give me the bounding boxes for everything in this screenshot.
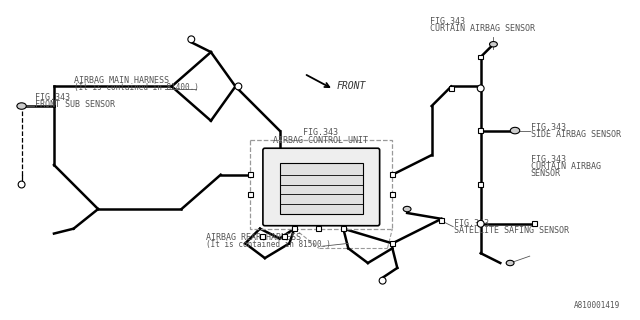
- Bar: [248, 192, 253, 197]
- Bar: [439, 218, 444, 223]
- Bar: [341, 226, 346, 231]
- Bar: [248, 172, 253, 177]
- Bar: [280, 163, 363, 214]
- Text: SATELLITE SAFING SENSOR: SATELLITE SAFING SENSOR: [454, 226, 569, 235]
- Circle shape: [18, 181, 25, 188]
- Bar: [532, 221, 537, 226]
- Text: AIRBAG REAR HARNESS: AIRBAG REAR HARNESS: [206, 233, 301, 243]
- Bar: [478, 54, 483, 60]
- Ellipse shape: [403, 206, 411, 212]
- Circle shape: [235, 83, 242, 90]
- Circle shape: [379, 277, 386, 284]
- Text: CURTAIN AIRBAG SENSOR: CURTAIN AIRBAG SENSOR: [429, 24, 534, 33]
- Text: FIG.343: FIG.343: [454, 219, 489, 228]
- Text: FRONT: FRONT: [337, 81, 366, 92]
- Ellipse shape: [506, 260, 514, 266]
- Bar: [282, 234, 287, 239]
- Bar: [390, 192, 395, 197]
- Text: A810001419: A810001419: [573, 301, 620, 310]
- Bar: [390, 172, 395, 177]
- Ellipse shape: [17, 103, 26, 109]
- Circle shape: [477, 220, 484, 227]
- Text: SIDE AIRBAG SENSOR: SIDE AIRBAG SENSOR: [531, 130, 621, 139]
- Bar: [292, 226, 297, 231]
- Bar: [478, 182, 483, 187]
- Text: SENSOR: SENSOR: [531, 169, 561, 178]
- Text: AIRBAG CONTROL UNIT: AIRBAG CONTROL UNIT: [273, 136, 368, 145]
- Text: FRONT SUB SENSOR: FRONT SUB SENSOR: [35, 100, 115, 109]
- Ellipse shape: [490, 42, 497, 47]
- Bar: [316, 226, 321, 231]
- Circle shape: [188, 36, 195, 43]
- Bar: [478, 128, 483, 133]
- Text: FIG.343: FIG.343: [429, 17, 465, 26]
- Text: FIG.343: FIG.343: [531, 155, 566, 164]
- Bar: [260, 234, 266, 239]
- Circle shape: [477, 85, 484, 92]
- Bar: [250, 140, 392, 229]
- Text: AIRBAG MAIN HARNESS: AIRBAG MAIN HARNESS: [74, 76, 168, 85]
- Text: CURTAIN AIRBAG: CURTAIN AIRBAG: [531, 162, 601, 171]
- Text: (It is contained in 81400.): (It is contained in 81400.): [74, 83, 198, 92]
- Text: FIG.343: FIG.343: [303, 128, 339, 137]
- Text: FIG.343: FIG.343: [531, 123, 566, 132]
- Bar: [390, 241, 395, 246]
- Text: FIG.343: FIG.343: [35, 93, 70, 102]
- Ellipse shape: [510, 127, 520, 134]
- Text: (It is contained in 81500.): (It is contained in 81500.): [206, 240, 331, 249]
- Bar: [449, 86, 454, 91]
- FancyBboxPatch shape: [263, 148, 380, 226]
